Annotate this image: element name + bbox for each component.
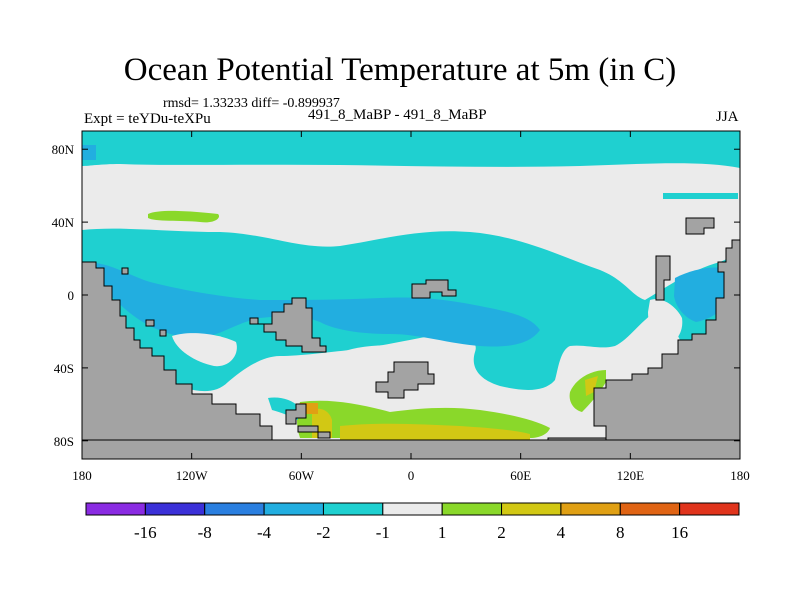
x-tick-label: 0	[408, 468, 415, 483]
land	[82, 217, 740, 459]
land-antarctic-4	[547, 437, 607, 441]
land-south-strip	[82, 439, 740, 459]
x-tick-label: 120E	[617, 468, 645, 483]
colorbar: -16 -8 -4 -2 -1 1 2 4 8 16	[85, 502, 740, 542]
colorbar-label: 1	[438, 523, 447, 542]
x-tick-label: 180	[730, 468, 750, 483]
experiment-label: Expt = teYDu-teXPu	[84, 111, 211, 127]
colorbar-label: 16	[671, 523, 688, 542]
colorbar-label: -2	[316, 523, 330, 542]
field-north-band-inner	[82, 145, 96, 160]
field-blue-west	[84, 262, 540, 347]
field-green-north	[148, 210, 220, 223]
land-antarctic-1	[285, 403, 307, 425]
field-arctic-patch	[663, 193, 738, 199]
land-east-strip	[655, 255, 671, 301]
colorbar-label: 8	[616, 523, 625, 542]
runs-label: 491_8_MaBP - 491_8_MaBP	[308, 107, 487, 123]
colorbar-label: -1	[376, 523, 390, 542]
y-tick-label: 80S	[54, 434, 74, 449]
land-central-1	[249, 297, 327, 353]
land-east-coast	[593, 239, 740, 441]
y-axis: 80N 40N 0 40S 80S	[52, 142, 740, 449]
y-tick-label: 40N	[52, 215, 75, 230]
stats-label: rmsd= 1.33233 diff= -0.899937	[163, 96, 340, 111]
x-tick-label: 120W	[176, 468, 209, 483]
land-antarctic-2	[297, 425, 319, 433]
y-tick-label: 0	[68, 288, 75, 303]
land-atlantic-block	[411, 279, 457, 299]
colorbar-swatch	[501, 502, 562, 516]
map-field	[82, 131, 740, 459]
land-south-atl-block	[375, 361, 435, 399]
field-yellow-south	[312, 408, 530, 440]
x-axis: 180 120W 60W 0 60E 120E 180	[72, 131, 750, 483]
season-label: JJA	[716, 109, 739, 125]
field-grey-sp	[172, 333, 237, 367]
land-northeast	[685, 217, 715, 235]
x-tick-label: 180	[72, 468, 92, 483]
colorbar-swatch	[560, 502, 621, 516]
colorbar-swatch	[441, 502, 503, 516]
colorbar-label: -4	[257, 523, 272, 542]
colorbar-swatch	[204, 502, 265, 516]
field-grey-io	[648, 299, 683, 346]
y-tick-label: 40S	[54, 361, 74, 376]
colorbar-swatch	[322, 502, 384, 516]
x-tick-label: 60W	[289, 468, 315, 483]
land-island-3	[159, 329, 167, 337]
chart-title: Ocean Potential Temperature at 5m (in C)	[123, 52, 677, 88]
field-north-band	[82, 131, 740, 168]
colorbar-swatch	[85, 502, 146, 516]
land-americas	[82, 261, 273, 441]
y-tick-label: 80N	[52, 142, 75, 157]
land-island-1	[121, 267, 129, 275]
colorbar-swatch	[144, 502, 206, 516]
land-antarctic-3	[317, 431, 331, 439]
land-island-2	[145, 319, 155, 327]
colorbar-swatch	[679, 502, 740, 516]
colorbar-label: 4	[557, 523, 566, 542]
colorbar-swatch	[619, 502, 681, 516]
field-yellow-se	[585, 376, 598, 396]
x-tick-label: 60E	[510, 468, 531, 483]
colorbar-swatch	[382, 502, 443, 516]
colorbar-label: 2	[497, 523, 506, 542]
colorbar-label: -8	[198, 523, 212, 542]
colorbar-swatch	[263, 502, 324, 516]
colorbar-label: -16	[134, 523, 157, 542]
